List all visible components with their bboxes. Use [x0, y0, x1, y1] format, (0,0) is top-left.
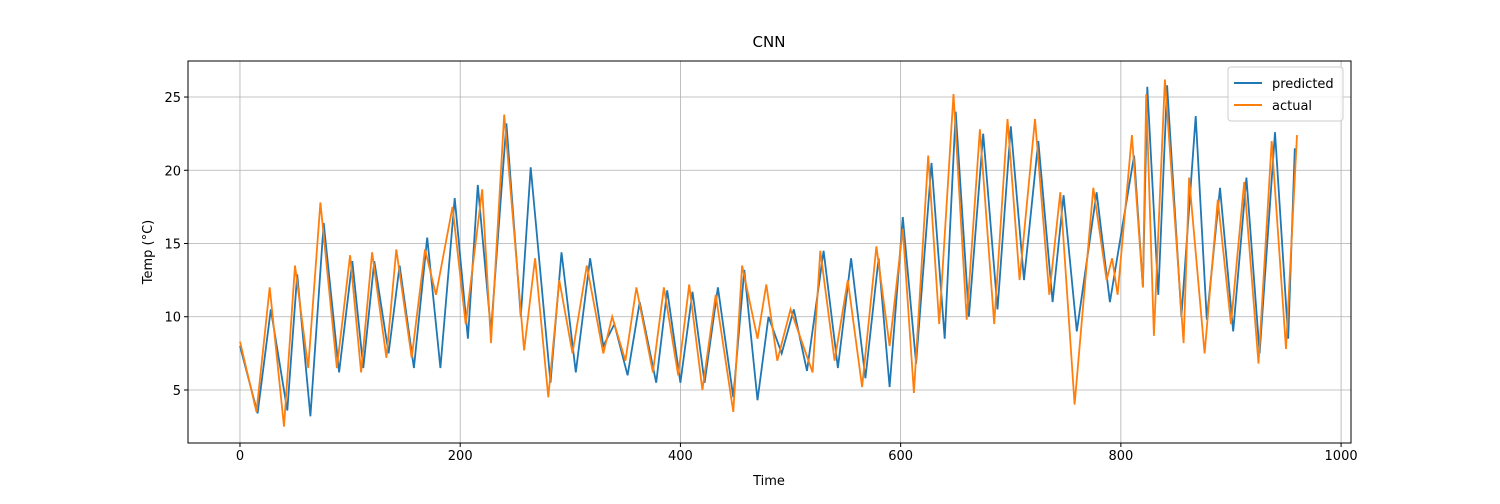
x-tick-label: 800: [1108, 449, 1133, 464]
y-tick-label: 5: [173, 384, 181, 399]
x-axis-label: Time: [752, 474, 785, 489]
legend-box: [1227, 66, 1344, 122]
x-tick-label: 600: [888, 449, 913, 464]
y-tick-label: 10: [164, 311, 181, 326]
x-tick-label: 400: [668, 449, 693, 464]
x-tick-label: 200: [448, 449, 473, 464]
y-tick-label: 25: [164, 91, 181, 106]
y-tick-label: 20: [164, 164, 181, 179]
legend-label: predicted: [1272, 77, 1334, 92]
line: [239, 85, 1296, 417]
plot-frame: [187, 60, 1352, 444]
y-axis-label: Temp (°C): [141, 220, 156, 286]
x-tick-label: 0: [236, 449, 244, 464]
chart-title: CNN: [753, 33, 786, 51]
legend-label: actual: [1272, 99, 1312, 114]
y-tick-label: 15: [164, 238, 181, 253]
line: [239, 79, 1298, 427]
x-tick-label: 1000: [1325, 449, 1358, 464]
